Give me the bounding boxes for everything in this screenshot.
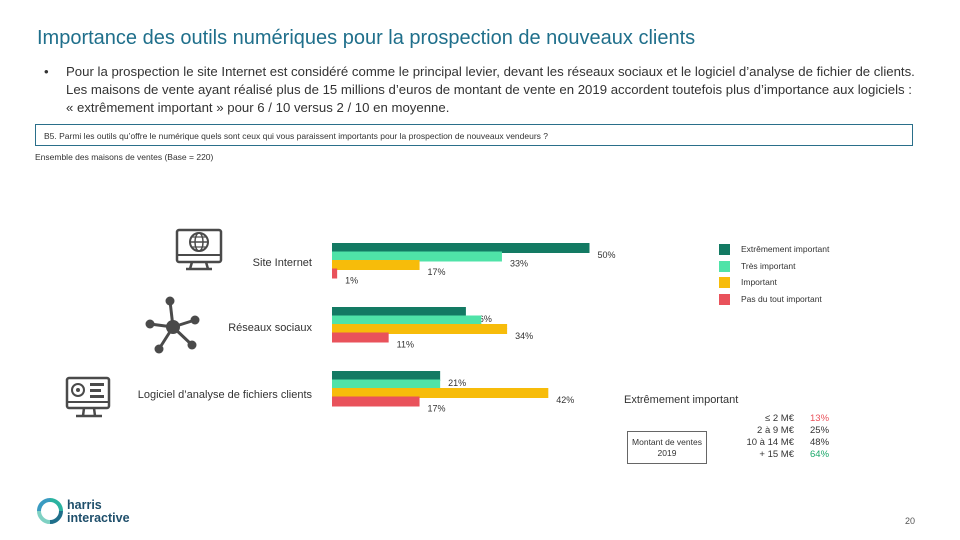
page-number: 20	[905, 516, 916, 526]
inset-segment: ≤ 2 M€	[765, 413, 794, 424]
bar-2-series-4	[332, 332, 389, 343]
logo-line1: harris	[67, 498, 102, 512]
bar-value-label: 42%	[556, 395, 574, 405]
bar-2-series-1	[332, 307, 466, 317]
legend-label: Extrêmement important	[741, 244, 830, 254]
inset-value: 25%	[810, 425, 830, 436]
legend-label: Pas du tout important	[741, 293, 822, 304]
category-label-site-internet: Site Internet	[252, 257, 312, 269]
category-label-logiciel: Logiciel d’analyse de fichiers clients	[137, 389, 312, 401]
inset-row: + 15 M€ 64%	[732, 449, 842, 461]
network-icon	[145, 296, 200, 354]
bar-value-label: 50%	[598, 250, 616, 260]
bullet-icon: •	[44, 64, 49, 79]
bar-value-label: 33%	[510, 259, 528, 269]
inset-value: 13%	[810, 413, 830, 424]
inset-row: ≤ 2 M€ 13%	[732, 413, 842, 425]
bar-3-series-2	[332, 379, 441, 390]
bar-value-label: 17%	[428, 404, 446, 414]
harris-logo-text: harris interactive	[67, 499, 130, 525]
page-title: Importance des outils numériques pour la…	[37, 27, 696, 49]
survey-question: B5. Parmi les outils qu’offre le numériq…	[35, 124, 913, 146]
base-note: Ensemble des maisons de ventes (Base = 2…	[35, 152, 214, 162]
bar-1-series-3	[332, 260, 420, 270]
bar-2-series-2	[332, 315, 482, 326]
logo-line2: interactive	[67, 511, 130, 525]
inset-row: 10 à 14 M€ 48%	[732, 437, 842, 449]
bar-value-label: 1%	[345, 276, 358, 286]
inset-rows: ≤ 2 M€ 13% 2 à 9 M€ 25% 10 à 14 M€ 48% +…	[732, 413, 842, 461]
bar-value-label: 17%	[428, 267, 446, 277]
inset-segment: 10 à 14 M€	[746, 437, 794, 448]
legend-label: Très important	[741, 260, 796, 271]
summary-text: Pour la prospection le site Internet est…	[66, 64, 915, 115]
bar-value-label: 21%	[448, 378, 466, 388]
legend-swatch	[719, 244, 730, 255]
legend-swatch	[719, 260, 730, 272]
category-label-reseaux-sociaux: Réseaux sociaux	[228, 322, 312, 334]
legend-swatch	[719, 293, 730, 305]
bar-value-label: 11%	[397, 340, 414, 350]
inset-breakdown: Extrêmement important Montant de ventes …	[608, 392, 850, 472]
inset-value: 48%	[810, 437, 830, 448]
inset-value: 64%	[810, 449, 830, 460]
legend-label: Important	[741, 277, 777, 287]
bar-1-series-2	[332, 251, 502, 262]
website-icon	[175, 228, 223, 271]
bar-3-series-1	[332, 371, 441, 381]
inset-title: Extrêmement important	[624, 394, 739, 406]
bar-1-series-4	[332, 268, 338, 279]
inset-segment: 2 à 9 M€	[757, 425, 794, 436]
bar-3-series-4	[332, 396, 420, 407]
bar-2-series-3	[332, 324, 508, 334]
inset-row: 2 à 9 M€ 25%	[732, 425, 842, 437]
inset-group-label: Montant de ventes 2019	[627, 431, 707, 464]
inset-segment: + 15 M€	[759, 449, 794, 460]
legend-swatch	[719, 277, 730, 288]
bar-3-series-3	[332, 388, 549, 398]
bar-value-label: 26%	[474, 314, 492, 324]
bar-1-series-1	[332, 243, 590, 253]
analytics-software-icon	[65, 376, 111, 418]
harris-logo-icon	[37, 498, 63, 524]
bar-value-label: 34%	[515, 331, 533, 341]
